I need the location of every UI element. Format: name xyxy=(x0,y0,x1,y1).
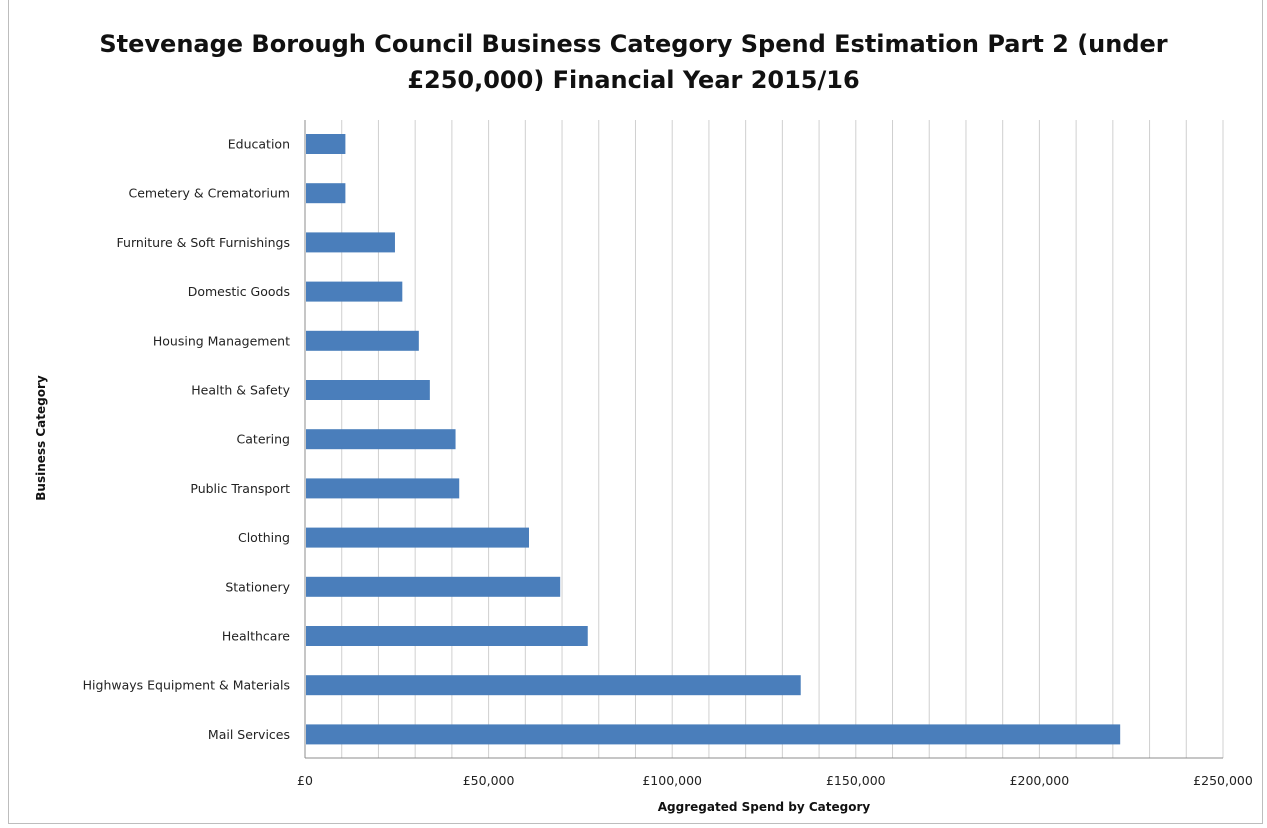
x-tick-label: £200,000 xyxy=(1010,773,1070,788)
bar xyxy=(306,281,403,302)
bar xyxy=(306,527,529,548)
category-label: Healthcare xyxy=(222,629,290,644)
bar xyxy=(306,380,430,400)
bar xyxy=(306,134,346,154)
bar xyxy=(306,576,561,597)
category-label: Housing Management xyxy=(153,333,290,348)
bar xyxy=(306,675,801,696)
category-label: Furniture & Soft Furnishings xyxy=(117,235,290,250)
chart-title: Stevenage Borough Council Business Categ… xyxy=(0,26,1267,98)
bar xyxy=(306,626,588,646)
x-axis-title: Aggregated Spend by Category xyxy=(658,800,871,814)
bar xyxy=(306,183,346,204)
x-tick-label: £150,000 xyxy=(826,773,886,788)
chart-frame xyxy=(8,0,1263,824)
category-label: Health & Safety xyxy=(191,383,290,398)
bar xyxy=(306,478,460,499)
bar xyxy=(306,724,1121,745)
x-tick-label: £250,000 xyxy=(1193,773,1253,788)
y-axis-title: Business Category xyxy=(34,375,48,501)
category-label: Stationery xyxy=(225,579,290,594)
chart-title-line-1: Stevenage Borough Council Business Categ… xyxy=(99,30,1168,58)
category-label: Domestic Goods xyxy=(188,284,290,299)
x-tick-label: £0 xyxy=(297,773,313,788)
bar xyxy=(306,330,419,351)
category-label: Public Transport xyxy=(190,481,290,496)
category-label: Education xyxy=(228,137,290,152)
category-labels: Education Cemetery & Crematorium Furniture… xyxy=(83,137,291,742)
category-label: Highways Equipment & Materials xyxy=(83,678,290,693)
bar xyxy=(306,429,456,450)
category-label: Mail Services xyxy=(208,727,290,742)
bars xyxy=(306,134,1121,745)
chart-title-line-2: £250,000) Financial Year 2015/16 xyxy=(407,66,860,94)
x-tick-label: £50,000 xyxy=(463,773,515,788)
bar xyxy=(306,232,395,253)
x-tick-label: £100,000 xyxy=(642,773,702,788)
gridlines xyxy=(304,120,1224,759)
category-label: Catering xyxy=(237,432,290,447)
category-label: Cemetery & Crematorium xyxy=(129,186,291,201)
category-label: Clothing xyxy=(238,530,290,545)
x-tick-labels: £0 £50,000 £100,000 £150,000 £200,000 £250,00… xyxy=(297,773,1253,788)
